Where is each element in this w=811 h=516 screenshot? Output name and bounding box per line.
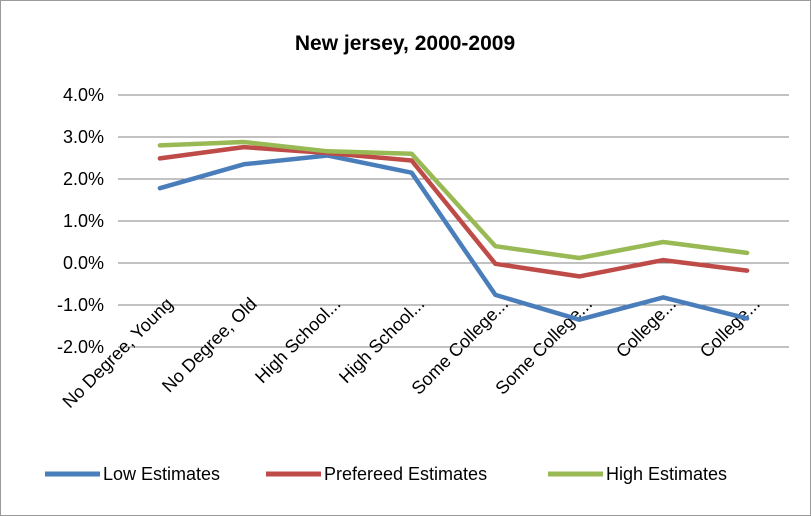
- chart-title: New jersey, 2000-2009: [295, 32, 515, 55]
- series-line: [157, 144, 750, 279]
- series-line: [157, 139, 750, 261]
- legend-label: Prefereed Estimates: [324, 464, 487, 484]
- legend-label: Low Estimates: [103, 464, 220, 484]
- x-tick-label: High School...: [251, 294, 344, 387]
- y-tick-label: -1.0%: [57, 295, 104, 315]
- y-tick-label: 2.0%: [63, 169, 104, 189]
- y-tick-label: 1.0%: [63, 211, 104, 231]
- series-line: [157, 153, 750, 322]
- y-tick-label: 4.0%: [63, 85, 104, 105]
- x-tick-label: College...: [696, 294, 764, 362]
- x-tick-label: High School...: [335, 294, 428, 387]
- legend-label: High Estimates: [606, 464, 727, 484]
- y-tick-label: -2.0%: [57, 337, 104, 357]
- y-tick-label: 0.0%: [63, 253, 104, 273]
- y-tick-label: 3.0%: [63, 127, 104, 147]
